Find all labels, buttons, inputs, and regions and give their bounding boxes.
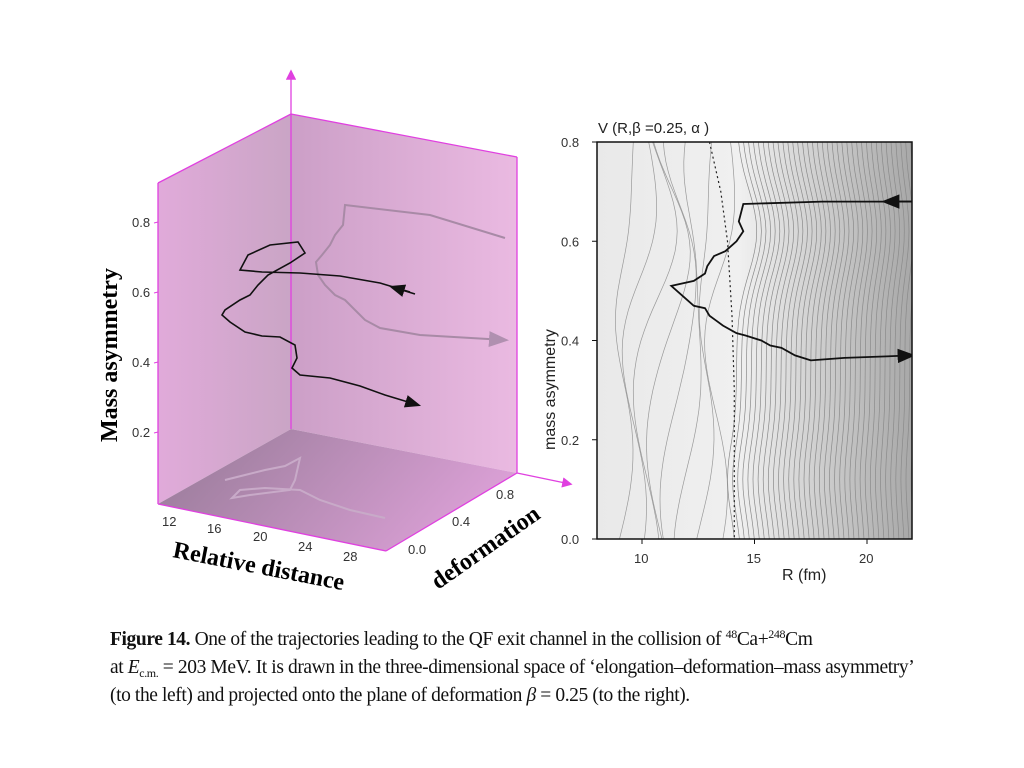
z-tick: 0.4 xyxy=(452,514,470,529)
contour-background xyxy=(597,142,912,539)
contour-line xyxy=(880,142,896,539)
contour-line xyxy=(844,142,864,539)
caption-label: Figure 14. xyxy=(110,629,191,650)
contour-line xyxy=(834,142,854,539)
x-tick-label: 10 xyxy=(634,551,648,566)
contour-line xyxy=(752,142,781,539)
x-ticks: 12 16 20 24 28 xyxy=(162,514,357,564)
left-3d-plot: 0.8 0.6 0.4 0.2 12 16 20 24 28 0.0 0.4 0… xyxy=(97,69,573,596)
contour-line xyxy=(646,142,691,539)
caption-text: at xyxy=(110,657,128,678)
z-tick: 0.8 xyxy=(496,487,514,502)
y-ticks: 0.8 0.6 0.4 0.2 xyxy=(132,215,150,440)
y-tick: 0.4 xyxy=(132,355,150,370)
x-axis-label: Relative distance xyxy=(171,537,347,596)
caption-text: One of the trajectories leading to the Q… xyxy=(190,629,726,650)
right-x-axis-label: R (fm) xyxy=(782,567,826,584)
caption-symbol: β xyxy=(526,685,536,706)
figure-caption: Figure 14. One of the trajectories leadi… xyxy=(110,626,930,710)
x-tick: 12 xyxy=(162,514,176,529)
caption-sup: 48 xyxy=(725,627,738,641)
caption-element: Ca+ xyxy=(736,629,769,650)
caption-text: = 203 MeV. It is drawn in the three-dime… xyxy=(110,657,913,706)
contour-line xyxy=(615,142,634,539)
contour-line xyxy=(762,142,790,539)
contour-line xyxy=(895,142,910,539)
contour-line xyxy=(632,142,678,539)
caption-element: Cm xyxy=(785,629,813,650)
contour-line xyxy=(829,142,850,539)
back-plane xyxy=(291,114,517,473)
contour-line xyxy=(747,142,776,539)
x-tick-label: 15 xyxy=(747,551,761,566)
x-tick-label: 20 xyxy=(859,551,873,566)
contour-line xyxy=(900,142,912,539)
y-tick: 0.6 xyxy=(132,285,150,300)
contour-line xyxy=(767,142,794,539)
contour-lines xyxy=(615,142,927,539)
contour-line xyxy=(704,142,735,539)
contour-line xyxy=(727,142,758,539)
plot-frame xyxy=(596,141,913,540)
contour-line xyxy=(732,142,762,539)
contour-line xyxy=(824,142,845,539)
x-tick: 28 xyxy=(343,549,357,564)
floor-plane xyxy=(158,429,517,551)
caption-symbol: E xyxy=(127,657,140,678)
trajectory-line xyxy=(669,200,912,364)
contour-line xyxy=(885,142,901,539)
caption-sub: c.m. xyxy=(139,666,159,680)
contour-line xyxy=(659,142,697,539)
contour-line xyxy=(875,142,891,539)
z-ticks: 0.0 0.4 0.8 xyxy=(408,487,514,557)
contour-line xyxy=(742,142,771,539)
contour-line xyxy=(788,142,813,539)
contour-line xyxy=(859,142,878,539)
contour-line xyxy=(916,142,927,539)
contour-line xyxy=(890,142,905,539)
contour-line xyxy=(818,142,841,539)
y-tick: 0.8 xyxy=(132,215,150,230)
contour-line xyxy=(849,142,868,539)
right-plot-title: V (R,β =0.25, α ) xyxy=(598,120,709,137)
contour-line xyxy=(798,142,822,539)
contour-line xyxy=(621,142,657,539)
z-tick: 0.0 xyxy=(408,542,426,557)
contour-line xyxy=(854,142,873,539)
ridge-line xyxy=(708,142,735,539)
contour-line xyxy=(910,447,912,512)
contour-line xyxy=(793,142,818,539)
contour-line xyxy=(778,142,804,539)
contour-line xyxy=(673,142,702,539)
contour-line xyxy=(773,142,799,539)
y-axis-label: Mass asymmetry xyxy=(97,268,123,442)
caption-text: = 0.25 (to the right). xyxy=(535,685,690,706)
floor-projection-trajectory xyxy=(224,456,386,519)
contour-line xyxy=(813,142,836,539)
contour-line xyxy=(696,142,715,539)
contour-line xyxy=(737,142,767,539)
trajectory-3d xyxy=(220,241,422,408)
contour-line xyxy=(783,142,808,539)
x-tick: 16 xyxy=(207,521,221,536)
left-plane xyxy=(158,114,291,504)
depth-axis-arrow xyxy=(516,472,573,488)
x-tick: 20 xyxy=(253,529,267,544)
contour-line xyxy=(839,142,859,539)
contour-line xyxy=(757,142,785,539)
contour-line xyxy=(905,142,912,539)
x-tick: 24 xyxy=(298,539,312,554)
contour-line xyxy=(869,142,887,539)
caption-sup: 248 xyxy=(768,627,786,641)
contour-line xyxy=(803,142,827,539)
contour-line xyxy=(808,142,831,539)
y-tick: 0.2 xyxy=(132,425,150,440)
contour-line xyxy=(864,142,882,539)
